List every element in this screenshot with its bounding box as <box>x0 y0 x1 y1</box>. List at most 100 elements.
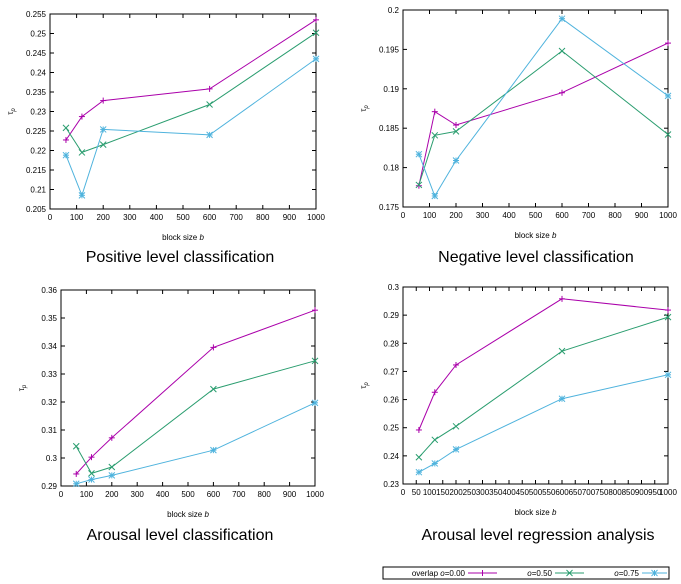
x-tick-label: 200 <box>449 488 463 497</box>
x-tick-label: 100 <box>80 490 94 499</box>
legend-entry-1: overlap o=0.00 <box>412 569 497 578</box>
y-tick-label: 0.24 <box>30 69 46 78</box>
data-point <box>415 150 423 158</box>
x-tick-label: 1000 <box>306 490 324 499</box>
chart-caption: Arousal level regression analysis <box>422 527 655 544</box>
series-1 <box>415 40 671 189</box>
data-point <box>559 295 565 302</box>
series-line <box>76 402 316 485</box>
data-point <box>665 40 671 47</box>
y-tick-label: 0.24 <box>383 452 399 461</box>
x-tick-label: 500 <box>529 211 543 220</box>
series-1 <box>62 16 319 143</box>
series-line <box>418 18 669 198</box>
x-tick-label: 400 <box>502 211 516 220</box>
data-point <box>73 470 80 477</box>
x-tick-label: 0 <box>48 213 53 222</box>
x-tick-label: 400 <box>150 213 164 222</box>
data-point <box>558 15 566 23</box>
legend: overlap o=0.00 o=0.50 o=0.75 <box>382 566 670 580</box>
x-tick-label: 200 <box>105 490 119 499</box>
series-3 <box>415 15 672 200</box>
x-tick-label: 900 <box>635 211 649 220</box>
y-tick-label: 0.3 <box>388 283 400 292</box>
data-point <box>210 446 217 454</box>
y-tick-label: 0.26 <box>383 396 399 405</box>
data-point <box>312 55 320 63</box>
data-point <box>453 361 459 368</box>
chart-panel-2: 0.175 0.18 0.185 0.19 0.195 0.2 0 100 200 300 400 5… <box>359 6 677 266</box>
y-tick-label: 0.28 <box>383 339 399 348</box>
data-point <box>664 131 672 138</box>
data-point <box>452 157 460 164</box>
x-tick-label: 550 <box>542 488 556 497</box>
y-tick-label: 0.235 <box>26 88 47 97</box>
y-tick-label: 0.18 <box>383 164 399 173</box>
y-tick-label: 0.34 <box>41 342 57 351</box>
series-line <box>75 309 316 475</box>
x-tick-label: 200 <box>449 211 463 220</box>
data-point <box>100 97 107 104</box>
series-line <box>75 360 316 474</box>
data-point <box>78 149 86 156</box>
chart-caption: Positive level classification <box>86 249 275 266</box>
data-point <box>78 113 85 120</box>
data-point <box>206 101 213 108</box>
chart-caption: Arousal level classification <box>87 527 274 544</box>
y-tick-label: 0.195 <box>379 45 400 54</box>
x-tick-label: 950 <box>648 488 662 497</box>
x-tick-label: 700 <box>230 213 244 222</box>
x-axis-label: block size b <box>515 508 557 517</box>
x-axis-label: block size b <box>515 231 557 240</box>
legend-marker <box>566 569 573 577</box>
x-tick-label: 650 <box>569 488 583 497</box>
legend-label: overlap o=0.00 <box>412 569 466 578</box>
series-1 <box>415 295 671 433</box>
y-tick-label: 0.29 <box>383 311 399 320</box>
y-tick-label: 0.33 <box>41 370 57 379</box>
data-point <box>664 313 672 321</box>
x-tick-label: 800 <box>608 211 622 220</box>
x-tick-label: 800 <box>608 488 622 497</box>
data-point <box>62 151 70 159</box>
x-tick-label: 700 <box>582 211 596 220</box>
y-tick-label: 0.225 <box>26 127 47 136</box>
data-point <box>665 307 671 314</box>
y-tick-label: 0.205 <box>26 205 47 214</box>
data-point <box>415 181 423 189</box>
data-point <box>108 463 116 471</box>
data-point <box>452 422 460 430</box>
data-point <box>62 136 69 143</box>
series-line <box>418 50 669 186</box>
data-point <box>99 126 107 133</box>
series-3 <box>72 399 319 488</box>
data-point <box>313 16 319 23</box>
y-tick-label: 0.22 <box>30 147 46 156</box>
data-point <box>312 307 318 314</box>
x-tick-label: 0 <box>401 211 406 220</box>
data-point <box>88 476 95 483</box>
y-tick-label: 0.35 <box>41 314 57 323</box>
series-1 <box>73 307 318 477</box>
data-point <box>206 131 213 139</box>
y-tick-label: 0.185 <box>379 124 400 133</box>
x-tick-label: 250 <box>463 488 477 497</box>
x-tick-label: 600 <box>555 211 569 220</box>
data-point <box>558 347 566 355</box>
x-tick-label: 100 <box>423 488 437 497</box>
legend-entry-2: o=0.50 <box>527 569 584 578</box>
plot-frame <box>402 286 669 485</box>
data-point <box>312 29 320 37</box>
data-point <box>72 442 80 450</box>
y-tick-label: 0.215 <box>26 166 47 175</box>
data-point <box>664 92 672 100</box>
y-tick-label: 0.31 <box>41 426 57 435</box>
x-tick-label: 800 <box>258 490 272 499</box>
legend-box <box>382 566 670 580</box>
x-tick-label: 1000 <box>659 211 677 220</box>
y-tick-label: 0.23 <box>383 480 399 489</box>
data-point <box>62 124 70 132</box>
data-point <box>415 426 422 433</box>
y-tick-label: 0.21 <box>30 186 46 195</box>
